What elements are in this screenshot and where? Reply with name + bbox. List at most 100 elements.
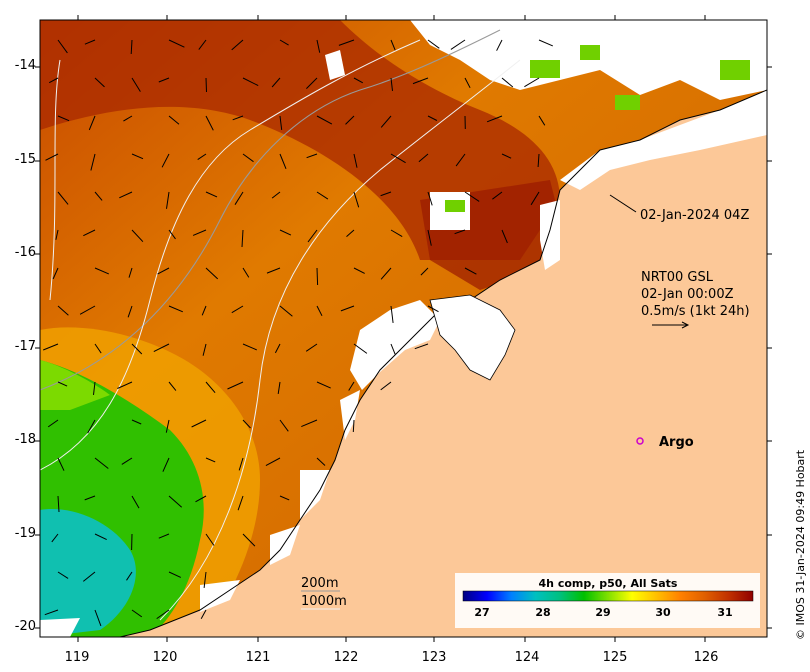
current-vector [205, 533, 215, 546]
current-vector [84, 39, 96, 45]
current-vector [94, 533, 107, 541]
current-vector [530, 191, 540, 206]
current-vector [93, 381, 96, 395]
current-source: NRT00 GSL [641, 270, 713, 285]
ne-green-speckles [445, 45, 750, 212]
current-vector [414, 343, 429, 350]
y-tick-label: -19 [14, 526, 36, 541]
current-vector [117, 381, 133, 389]
current-vector [55, 229, 59, 240]
current-vector [427, 115, 438, 121]
current-vector [227, 381, 244, 390]
colorbar-tick: 28 [535, 606, 551, 619]
current-vector [427, 229, 432, 246]
current-vector [205, 77, 207, 93]
y-tick-label: -16 [14, 245, 36, 260]
current-vector [307, 229, 318, 243]
current-vector [94, 267, 109, 275]
current-vector [57, 457, 65, 471]
current-vector [492, 191, 503, 200]
current-vector [200, 609, 207, 620]
current-vector [128, 267, 133, 278]
current-vector [94, 191, 103, 201]
current-vector [352, 419, 355, 433]
current-vector [464, 191, 480, 202]
current-vector [486, 115, 503, 123]
current-vector [524, 77, 540, 88]
current-vector [346, 229, 355, 237]
current-vector [242, 153, 254, 163]
current-vector [205, 115, 214, 131]
current-vector [168, 229, 176, 240]
current-vector [418, 153, 429, 163]
argo-marker [636, 437, 644, 445]
current-vector [279, 153, 287, 169]
current-vector [242, 343, 257, 351]
image-time: 02-Jan-2024 04Z [640, 208, 750, 223]
current-vector [202, 343, 207, 356]
current-vector [126, 571, 133, 581]
current-vector [353, 191, 360, 208]
x-tick-label: 121 [245, 650, 271, 665]
current-vector [501, 153, 512, 159]
current-vector [127, 305, 133, 318]
current-vector [390, 153, 406, 164]
current-vector [306, 153, 318, 159]
current-vector [380, 267, 392, 280]
current-vector [165, 419, 170, 433]
current-vector [390, 77, 393, 91]
x-tick-label: 122 [333, 650, 359, 665]
current-vector [277, 381, 281, 394]
current-vector [158, 533, 170, 539]
current-vector [242, 77, 259, 87]
current-vector [191, 419, 207, 428]
current-vector [427, 191, 433, 206]
current-vector [131, 153, 144, 160]
current-vector [306, 77, 318, 89]
current-vector [316, 267, 319, 286]
current-vector [168, 381, 177, 391]
land [120, 90, 767, 637]
current-vector [90, 153, 96, 171]
current-vector [197, 153, 207, 161]
current-vector [205, 457, 216, 463]
current-vector [131, 609, 143, 618]
current-vector [234, 191, 244, 205]
current-vector [131, 419, 142, 425]
current-vector [231, 39, 244, 51]
y-tick-label: -14 [14, 58, 36, 73]
current-time: 02-Jan 00:00Z [641, 287, 734, 302]
current-vector [316, 115, 333, 125]
cyan-zone [40, 509, 136, 637]
current-vector [390, 343, 396, 355]
argo-label: Argo [659, 435, 694, 450]
current-vector [57, 305, 69, 316]
current-vector [353, 267, 365, 274]
current-vector [301, 419, 318, 428]
current-vector [274, 343, 281, 354]
current-vector [232, 115, 244, 121]
current-vector [52, 267, 59, 280]
current-vector [94, 343, 102, 354]
current-vector [454, 229, 466, 235]
y-tick-label: -15 [14, 152, 36, 167]
current-vector [242, 419, 251, 429]
current-vector [231, 305, 244, 314]
current-vector [340, 305, 355, 312]
current-vector [48, 77, 59, 84]
current-vector [168, 305, 183, 313]
current-vector [316, 39, 321, 53]
current-vector [271, 77, 281, 88]
current-vector [192, 229, 207, 236]
current-vector [131, 229, 144, 243]
current-vector [345, 115, 355, 125]
current-vector [279, 305, 293, 317]
current-vector [427, 39, 440, 49]
current-vector [353, 343, 368, 354]
current-vector [168, 39, 185, 48]
current-vector [538, 39, 553, 47]
current-vector [279, 495, 290, 501]
current-vector [88, 115, 96, 131]
current-vector [279, 39, 289, 46]
